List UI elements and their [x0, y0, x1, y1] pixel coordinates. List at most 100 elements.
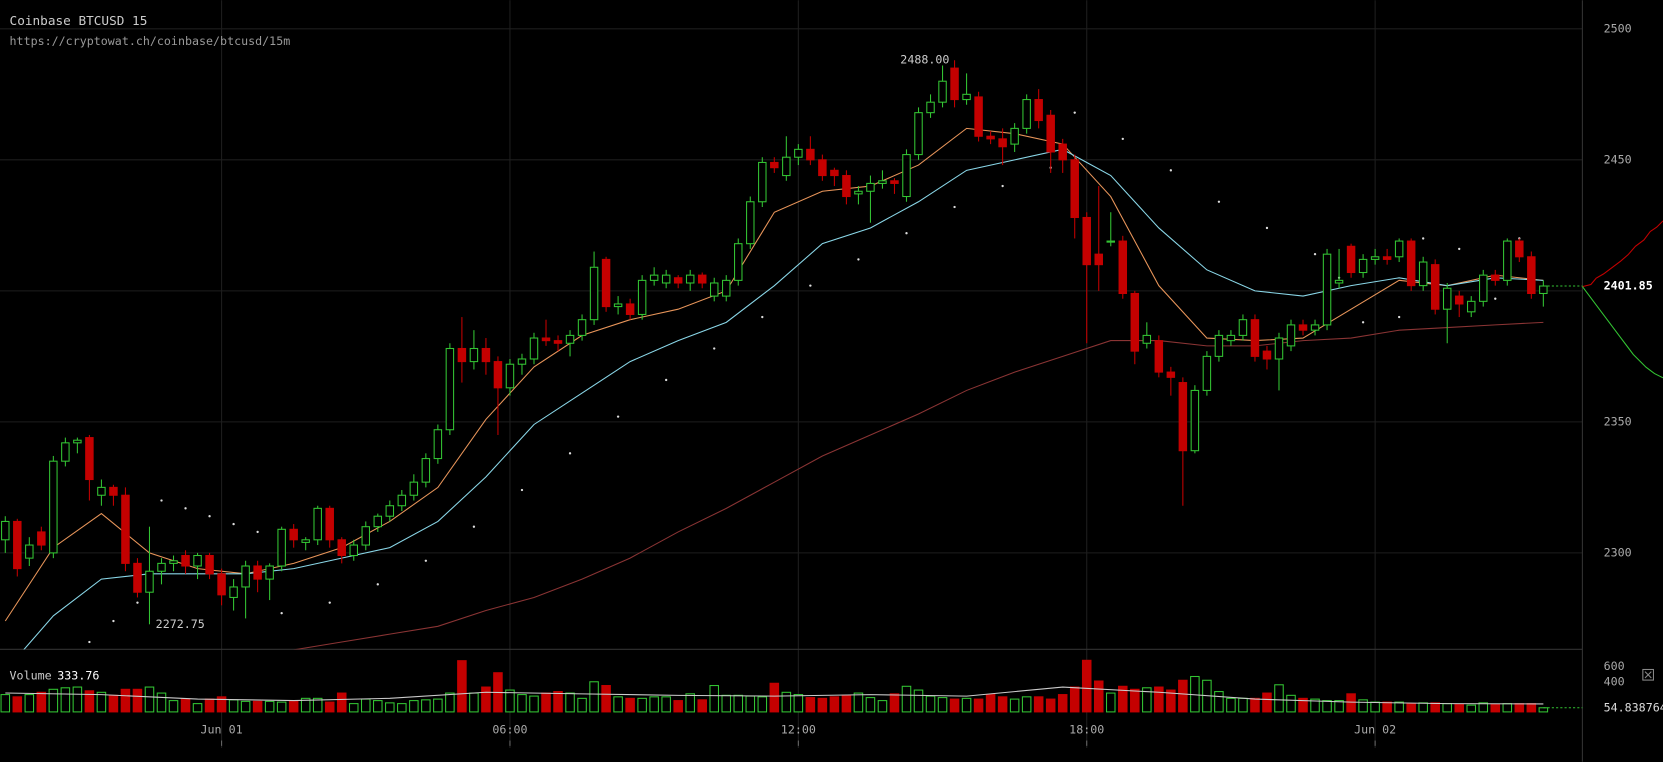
- candle-body: [1058, 143, 1067, 161]
- candle-body: [746, 201, 755, 245]
- candle-body: [301, 539, 310, 543]
- candle-body: [770, 161, 779, 169]
- candle-body: [1503, 240, 1512, 281]
- y-tick-label: 2500: [1604, 21, 1632, 35]
- volume-bar: [252, 700, 263, 713]
- candle-body: [577, 319, 587, 336]
- volume-bar: [505, 689, 515, 713]
- volume-bar: [324, 701, 335, 713]
- candle-body: [1274, 337, 1284, 360]
- y-tick-label: 2350: [1604, 414, 1632, 428]
- candle-body: [1010, 127, 1019, 145]
- volume-bar: [1214, 691, 1224, 713]
- candle-body: [1310, 324, 1320, 331]
- volume-bar: [48, 688, 59, 713]
- candle-body: [217, 573, 226, 596]
- sar-dot: [520, 488, 524, 492]
- volume-bar: [1406, 703, 1416, 713]
- candle-body: [1094, 253, 1103, 266]
- candle-body: [1034, 99, 1043, 122]
- candle-body: [277, 528, 286, 567]
- volume-bar: [385, 702, 395, 713]
- candle-body: [649, 274, 659, 281]
- candle-body: [962, 93, 971, 101]
- volume-bar: [1105, 692, 1116, 713]
- candle-body: [601, 258, 611, 308]
- candle-body: [1250, 319, 1260, 357]
- volume-bar: [264, 700, 275, 713]
- volume-bar: [937, 697, 948, 713]
- volume-bar: [709, 685, 720, 713]
- volume-bar: [829, 696, 840, 713]
- candle-body: [169, 560, 178, 564]
- volume-bar: [1394, 701, 1404, 713]
- volume-bar: [949, 698, 960, 713]
- candle-body: [1334, 279, 1344, 284]
- volume-bar: [745, 695, 756, 713]
- candle-body: [505, 363, 515, 389]
- candle-body: [914, 112, 923, 156]
- volume-bar: [300, 697, 311, 713]
- candle-body: [493, 361, 503, 389]
- high-annotation: 2488.00: [900, 53, 949, 67]
- volume-bar: [445, 692, 455, 713]
- volume-bar: [649, 696, 659, 713]
- candle-body: [1394, 240, 1404, 258]
- candle-body: [433, 429, 443, 460]
- sar-dot: [256, 530, 259, 534]
- volume-bar: [288, 700, 299, 713]
- volume-bar: [577, 697, 587, 713]
- candle-body: [1106, 240, 1116, 243]
- volume-current: 333.76: [57, 668, 99, 682]
- volume-bar: [1250, 697, 1260, 713]
- candle-body: [193, 554, 202, 567]
- sar-dot: [1217, 200, 1221, 203]
- sar-dot: [160, 499, 163, 502]
- sar-dot: [376, 583, 379, 586]
- candle-body: [313, 507, 322, 541]
- candle-body: [613, 303, 623, 308]
- volume-bar: [469, 692, 479, 713]
- volume-bar: [336, 692, 347, 713]
- volume-bar: [1021, 696, 1032, 713]
- sar-dot: [1422, 237, 1425, 240]
- candle-body: [625, 303, 635, 315]
- volume-bar: [24, 694, 35, 713]
- candle-body: [938, 80, 947, 103]
- volume-bar: [1178, 679, 1188, 713]
- volume-bar: [985, 694, 996, 713]
- sar-dot: [1494, 297, 1497, 300]
- candle-body: [758, 161, 767, 203]
- sar-dot: [280, 612, 283, 615]
- volume-bar: [613, 696, 623, 713]
- volume-bar: [1081, 659, 1092, 713]
- volume-bar: [1298, 697, 1308, 713]
- candle-body: [637, 279, 647, 315]
- candle-body: [1286, 324, 1296, 347]
- sar-dot: [1458, 247, 1461, 251]
- candle-body: [722, 279, 731, 297]
- volume-bar: [601, 685, 611, 713]
- sar-dot: [424, 559, 428, 562]
- candle-body: [830, 169, 839, 177]
- candle-body: [1082, 216, 1091, 266]
- y-tick-label: 2450: [1604, 152, 1632, 166]
- volume-bar: [1514, 703, 1525, 713]
- volume-bar: [240, 700, 251, 713]
- candle-body: [469, 347, 479, 363]
- volume-bar: [1166, 689, 1176, 713]
- low-annotation: 2272.75: [156, 617, 205, 631]
- candle-body: [13, 520, 22, 570]
- grid: [0, 0, 1583, 748]
- sar-dot: [857, 258, 860, 261]
- volume-bar: [721, 694, 732, 713]
- volume-bar: [889, 693, 900, 713]
- volume-bar: [1442, 703, 1452, 713]
- candle-body: [49, 460, 58, 554]
- volume-bar: [565, 692, 575, 713]
- close-button[interactable]: [1642, 668, 1654, 681]
